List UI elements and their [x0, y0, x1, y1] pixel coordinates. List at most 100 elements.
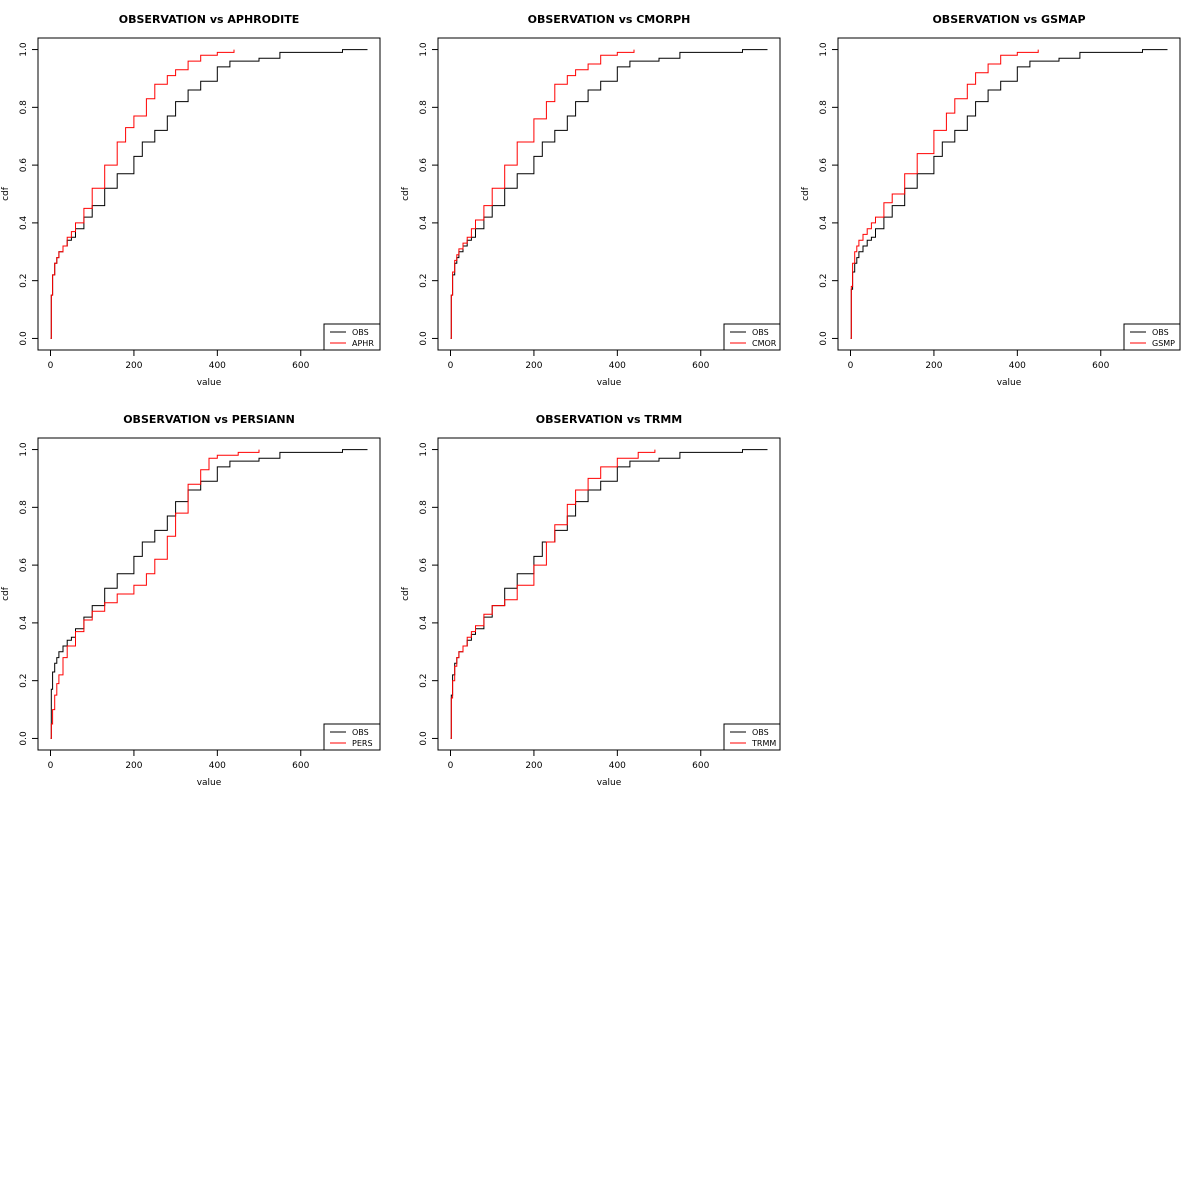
y-tick-label: 0.0: [19, 731, 29, 746]
x-axis-label: value: [197, 378, 222, 388]
legend: OBS GSMP: [1123, 323, 1181, 351]
x-tick-label: 0: [48, 361, 54, 371]
y-tick-label: 0.8: [19, 500, 29, 515]
y-tick-label: 1.0: [19, 42, 29, 57]
cdf-panel-1: OBSERVATION vs APHRODITE 0 200 400 600 0.0 0.2…: [1, 13, 381, 388]
series-line-cmor: [450, 49, 635, 339]
x-tick-label: 600: [292, 761, 309, 771]
y-tick-label: 0.2: [419, 274, 429, 288]
y-tick-label: 0.6: [19, 558, 29, 573]
y-tick-label: 0.8: [419, 500, 429, 515]
y-tick-label: 0.6: [19, 158, 29, 173]
x-tick-label: 0: [848, 361, 854, 371]
y-tick-label: 0.2: [19, 274, 29, 288]
chart-title: OBSERVATION vs PERSIANN: [123, 413, 295, 426]
y-tick-label: 0.4: [419, 215, 429, 230]
series-line-aphr: [50, 49, 235, 339]
x-axis-label: value: [997, 378, 1022, 388]
plot-frame: [37, 37, 381, 351]
legend: OBS APHR: [323, 323, 381, 351]
x-tick-label: 600: [692, 361, 709, 371]
series-line-obs: [50, 49, 368, 339]
y-tick-label: 0.8: [19, 100, 29, 115]
y-tick-label: 0.4: [19, 615, 29, 630]
x-tick-label: 0: [448, 361, 454, 371]
y-tick-label: 0.8: [819, 100, 829, 115]
x-tick-label: 400: [609, 361, 626, 371]
y-tick-label: 0.2: [419, 674, 429, 688]
y-axis-label: cdf: [401, 586, 411, 601]
legend-label: OBS: [352, 328, 369, 337]
legend-box: [723, 723, 781, 751]
x-tick-label: 200: [525, 361, 542, 371]
legend-box: [323, 323, 381, 351]
legend-label: OBS: [1152, 328, 1169, 337]
y-tick-label: 1.0: [819, 42, 829, 57]
series-line-gsmp: [850, 49, 1039, 339]
cdf-panel-4: OBSERVATION vs PERSIANN 0 200 400 600 0.0 0.2 0…: [1, 413, 381, 788]
cdf-panel-2: OBSERVATION vs CMORPH 0 200 400 600 0.0 0.2 0.4…: [401, 13, 781, 388]
legend-label: CMOR: [752, 339, 777, 348]
chart-title: OBSERVATION vs CMORPH: [528, 13, 691, 26]
x-tick-label: 600: [292, 361, 309, 371]
x-tick-label: 200: [925, 361, 942, 371]
y-tick-label: 0.2: [19, 674, 29, 688]
legend-label: PERS: [352, 739, 373, 748]
plot-frame: [437, 437, 781, 751]
x-tick-label: 400: [209, 361, 226, 371]
series-line-obs: [450, 49, 768, 339]
y-tick-label: 0.8: [419, 100, 429, 115]
y-axis-label: cdf: [1, 186, 11, 201]
plot-frame: [437, 37, 781, 351]
legend-box: [323, 723, 381, 751]
y-tick-label: 0.4: [819, 215, 829, 230]
series-line-trmm: [450, 449, 656, 739]
x-tick-label: 200: [125, 761, 142, 771]
y-tick-label: 0.6: [419, 558, 429, 573]
y-tick-label: 0.0: [419, 731, 429, 746]
legend-label: OBS: [352, 728, 369, 737]
legend-label: APHR: [352, 339, 374, 348]
y-tick-label: 1.0: [419, 42, 429, 57]
cdf-panel-3: OBSERVATION vs GSMAP 0 200 400 600 0.0 0.2 0.4 0…: [801, 13, 1181, 388]
legend-label: TRMM: [751, 739, 776, 748]
series-line-obs: [50, 449, 368, 739]
x-axis-label: value: [597, 778, 622, 788]
x-tick-label: 400: [209, 761, 226, 771]
x-tick-label: 0: [448, 761, 454, 771]
y-axis-label: cdf: [401, 186, 411, 201]
x-tick-label: 400: [1009, 361, 1026, 371]
chart-title: OBSERVATION vs TRMM: [536, 413, 682, 426]
plot-frame: [837, 37, 1181, 351]
x-axis-label: value: [197, 778, 222, 788]
y-tick-label: 0.2: [819, 274, 829, 288]
legend-box: [1123, 323, 1181, 351]
series-line-pers: [50, 449, 260, 739]
y-tick-label: 1.0: [19, 442, 29, 457]
y-tick-label: 0.4: [19, 215, 29, 230]
series-line-obs: [450, 449, 768, 739]
y-axis-label: cdf: [801, 186, 811, 201]
y-tick-label: 0.4: [419, 615, 429, 630]
y-tick-label: 1.0: [419, 442, 429, 457]
legend-label: OBS: [752, 328, 769, 337]
y-tick-label: 0.0: [419, 331, 429, 346]
plot-frame: [37, 437, 381, 751]
y-tick-label: 0.6: [419, 158, 429, 173]
x-tick-label: 600: [692, 761, 709, 771]
legend-label: GSMP: [1152, 339, 1175, 348]
chart-title: OBSERVATION vs APHRODITE: [119, 13, 299, 26]
y-tick-label: 0.6: [819, 158, 829, 173]
x-axis-label: value: [597, 378, 622, 388]
legend-box: [723, 323, 781, 351]
cdf-panel-5: OBSERVATION vs TRMM 0 200 400 600 0.0 0.2 0.4 0.…: [401, 413, 781, 788]
legend: OBS TRMM: [723, 723, 781, 751]
x-tick-label: 200: [525, 761, 542, 771]
chart-title: OBSERVATION vs GSMAP: [932, 13, 1085, 26]
y-tick-label: 0.0: [19, 331, 29, 346]
x-tick-label: 400: [609, 761, 626, 771]
x-tick-label: 600: [1092, 361, 1109, 371]
y-axis-label: cdf: [1, 586, 11, 601]
legend: OBS PERS: [323, 723, 381, 751]
